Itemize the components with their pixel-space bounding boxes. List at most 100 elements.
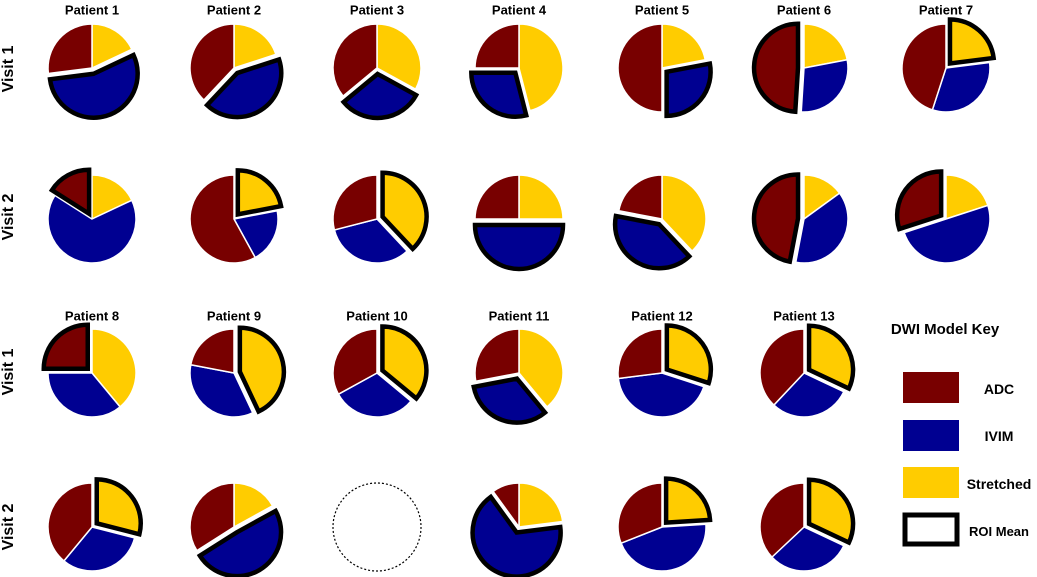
pie-p2-visit1-slice-stretched bbox=[233, 23, 277, 70]
pie-p6-visit1-slice-stretched bbox=[803, 23, 849, 69]
pie-p10-visit2-missing bbox=[332, 482, 422, 572]
pie-p3-visit2-slice-ivim bbox=[333, 218, 409, 264]
row-label-visit1-bottom: Visit 1 bbox=[0, 348, 17, 395]
pie-p5-visit1-slice-ivim-roi-mean bbox=[664, 60, 713, 119]
pie-p9-visit1-slice-ivim bbox=[189, 363, 254, 418]
pie-p9-visit1-slice-adc bbox=[189, 328, 235, 374]
pie-p3-visit2-slice-stretched-roi-mean bbox=[380, 170, 429, 253]
pie-p2-visit2 bbox=[189, 168, 284, 264]
patient-title-10: Patient 10 bbox=[346, 308, 407, 323]
pie-p3-visit1-slice-stretched bbox=[376, 23, 422, 91]
pie-p1-visit2 bbox=[47, 167, 137, 264]
pie-p13-visit2 bbox=[759, 477, 856, 572]
pie-p13-visit2-slice-stretched-roi-mean bbox=[806, 477, 856, 546]
pie-p8-visit2-slice-ivim bbox=[62, 526, 136, 572]
pie-p6-visit1 bbox=[751, 21, 849, 115]
row-label-visit2-bottom: Visit 2 bbox=[0, 503, 17, 550]
pie-p5-visit2-slice-adc bbox=[617, 174, 663, 220]
legend-title: DWI Model Key bbox=[891, 321, 1000, 338]
row-label-visit1-top: Visit 1 bbox=[0, 45, 17, 92]
pie-p9-visit2-slice-stretched bbox=[233, 482, 274, 529]
pie-p12-visit2-slice-ivim bbox=[620, 523, 707, 572]
pie-p2-visit2-slice-stretched-roi-mean bbox=[235, 168, 284, 218]
pie-p1-visit1 bbox=[47, 23, 140, 120]
pie-p2-visit1-slice-adc bbox=[189, 23, 235, 102]
pie-p13-visit1-slice-ivim bbox=[772, 372, 845, 418]
pie-p8-visit2-slice-adc bbox=[47, 482, 93, 562]
pie-p3-visit2 bbox=[332, 170, 429, 264]
pie-p1-visit1-slice-ivim-roi-mean bbox=[47, 52, 140, 120]
pie-p6-visit2 bbox=[751, 172, 849, 265]
pie-p10-visit1-slice-stretched-roi-mean bbox=[380, 324, 429, 402]
pie-p7-visit2-slice-adc-roi-mean bbox=[894, 169, 944, 232]
pie-p11-visit2-slice-ivim-roi-mean bbox=[470, 493, 563, 577]
legend-swatch-ivim bbox=[903, 420, 959, 451]
pie-p5-visit2 bbox=[612, 174, 707, 271]
pie-p5-visit1-slice-adc bbox=[617, 23, 663, 113]
pie-p11-visit2-slice-stretched bbox=[518, 482, 564, 528]
pie-p1-visit2-slice-ivim bbox=[47, 194, 137, 264]
pie-p2-visit1-slice-ivim-roi-mean bbox=[203, 56, 284, 120]
pie-p1-visit2-slice-adc-roi-mean bbox=[48, 167, 92, 218]
patient-title-3: Patient 3 bbox=[350, 2, 404, 17]
pie-p3-visit2-slice-adc bbox=[332, 174, 378, 231]
pie-p12-visit1-slice-stretched-roi-mean bbox=[664, 323, 714, 386]
pie-p2-visit2-slice-adc bbox=[189, 174, 257, 264]
patient-title-1: Patient 1 bbox=[65, 2, 119, 17]
patient-title-4: Patient 4 bbox=[492, 2, 547, 17]
pie-p13-visit1-slice-adc bbox=[759, 328, 805, 407]
pie-p12-visit2-slice-stretched-roi-mean bbox=[663, 476, 713, 526]
pie-p5-visit2-slice-stretched bbox=[661, 174, 707, 253]
pie-p9-visit2 bbox=[189, 482, 284, 577]
pie-p2-visit1 bbox=[189, 23, 284, 120]
pie-p12-visit2-slice-adc bbox=[617, 482, 663, 545]
patient-title-8: Patient 8 bbox=[65, 308, 119, 323]
pie-p5-visit2-slice-ivim-roi-mean bbox=[612, 213, 693, 271]
pie-p4-visit1-slice-stretched bbox=[518, 23, 564, 112]
pie-p13-visit2-slice-ivim bbox=[770, 526, 845, 572]
patient-title-13: Patient 13 bbox=[773, 308, 834, 323]
legend-label-stretched: Stretched bbox=[967, 476, 1032, 492]
pie-p8-visit1-slice-ivim bbox=[47, 372, 122, 418]
pie-p2-visit2-slice-ivim bbox=[232, 209, 279, 259]
pie-p7-visit1-slice-stretched-roi-mean bbox=[947, 17, 997, 67]
pie-p6-visit1-slice-ivim bbox=[800, 58, 849, 113]
pie-p8-visit1-slice-stretched bbox=[91, 328, 137, 408]
pie-p8-visit1-slice-adc-roi-mean bbox=[41, 322, 91, 372]
pie-p7-visit1 bbox=[901, 17, 997, 113]
pies-layer: Patient 1 Patient 2 Patient 3 Patient 4 Pati… bbox=[41, 2, 997, 577]
pie-p12-visit1-slice-ivim bbox=[617, 372, 705, 418]
pie-p4-visit1 bbox=[469, 23, 564, 119]
pie-p8-visit1 bbox=[41, 322, 137, 418]
pie-p6-visit1-slice-adc-roi-mean bbox=[751, 21, 801, 115]
pie-p11-visit1-slice-ivim-roi-mean bbox=[471, 376, 549, 425]
pie-p11-visit2-slice-adc bbox=[492, 482, 520, 530]
pie-p7-visit1-slice-ivim bbox=[931, 61, 991, 113]
pie-p11-visit1 bbox=[471, 328, 564, 425]
legend-label-roi-mean: ROI Mean bbox=[969, 524, 1029, 539]
pie-p9-visit1-slice-stretched-roi-mean bbox=[237, 325, 287, 415]
pie-p4-visit2 bbox=[472, 174, 566, 272]
pie-p8-visit2 bbox=[47, 477, 143, 572]
patient-title-9: Patient 9 bbox=[207, 308, 261, 323]
pie-p11-visit1-slice-stretched bbox=[518, 328, 564, 408]
legend-label-ivim: IVIM bbox=[985, 428, 1014, 444]
patient-title-6: Patient 6 bbox=[777, 2, 831, 17]
patient-title-7: Patient 7 bbox=[919, 2, 973, 17]
pie-p6-visit2-slice-ivim bbox=[794, 192, 849, 264]
pie-p9-visit2-slice-ivim-roi-mean bbox=[196, 507, 284, 577]
pie-p13-visit1-slice-stretched-roi-mean bbox=[806, 323, 856, 392]
pie-p13-visit2-slice-adc bbox=[759, 482, 805, 559]
pie-p1-visit2-slice-stretched bbox=[91, 174, 133, 221]
pie-p5-visit1 bbox=[617, 23, 713, 119]
pie-p11-visit1-slice-adc bbox=[474, 328, 520, 383]
pie-p13-visit1 bbox=[759, 323, 856, 418]
pie-p4-visit1-slice-adc bbox=[474, 23, 520, 69]
pie-p10-visit1-slice-adc bbox=[332, 328, 378, 396]
legend-swatch-stretched bbox=[903, 467, 959, 498]
patient-title-2: Patient 2 bbox=[207, 2, 261, 17]
patient-title-11: Patient 11 bbox=[489, 308, 550, 323]
pie-p4-visit1-slice-ivim-roi-mean bbox=[469, 70, 529, 119]
pie-p11-visit2 bbox=[470, 482, 564, 577]
